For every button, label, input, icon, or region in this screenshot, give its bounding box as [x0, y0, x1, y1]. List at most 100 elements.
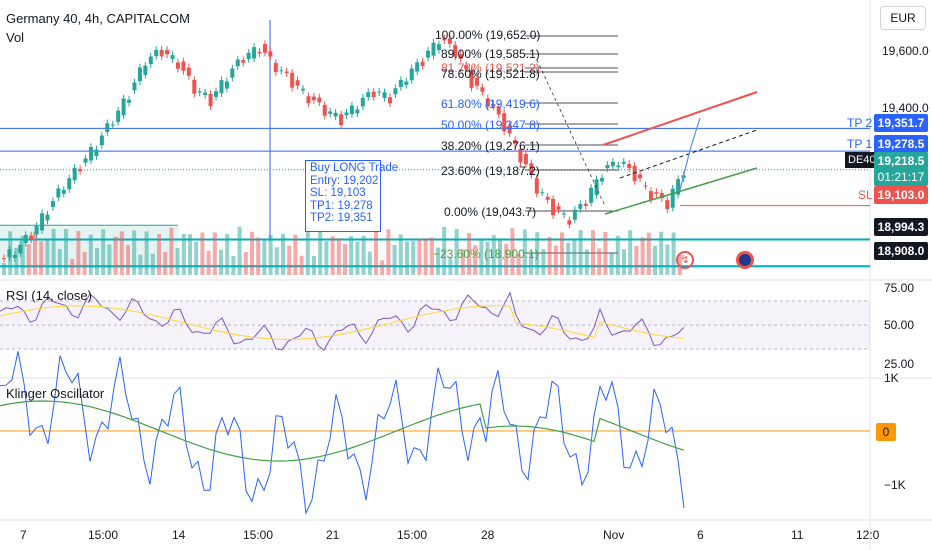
volume-bar	[485, 241, 490, 275]
candle-body	[23, 234, 28, 243]
rsi-title[interactable]: RSI (14, close)	[6, 288, 92, 303]
trade-note[interactable]: Buy LONG Trade Entry: 19,202 SL: 19,103 …	[305, 160, 399, 232]
klinger-tick-1k: 1K	[884, 371, 899, 385]
candle-body	[485, 98, 490, 107]
candle-body	[78, 168, 83, 172]
volume-bar	[349, 236, 354, 275]
volume-bar	[330, 236, 335, 275]
fib-label-0: 0.00% (19,043.7)	[444, 205, 537, 219]
fib-label-neg23: −23.60% (18,900.1)	[433, 247, 539, 261]
candle-body	[360, 97, 365, 107]
volume-bar	[429, 237, 434, 275]
economic-event-icon[interactable]	[736, 251, 754, 269]
volume-bar	[628, 230, 633, 275]
volume-bar	[2, 263, 6, 275]
candle-body	[665, 200, 670, 210]
candle-body	[442, 38, 447, 41]
candle-body	[7, 249, 12, 258]
volume-bar	[380, 260, 385, 275]
countdown-tag: 01:21:17	[874, 168, 928, 186]
volume-bar	[175, 248, 180, 275]
candle-body	[545, 196, 550, 200]
candle-body	[67, 178, 72, 190]
trade-note-line-1: Buy LONG Trade	[310, 162, 399, 174]
candle-body	[88, 147, 93, 161]
current-symbol-tag: DE40	[845, 152, 879, 168]
candle-body	[18, 244, 23, 254]
volume-bar	[119, 231, 124, 275]
volume-bar	[479, 238, 484, 275]
volume-bar	[392, 245, 397, 275]
time-tick-10: 11	[791, 528, 804, 542]
volume-bar	[299, 255, 304, 275]
candle-body	[420, 61, 425, 67]
candle-body	[34, 226, 39, 235]
volume-bar	[138, 254, 143, 275]
candle-body	[12, 255, 17, 258]
volume-bar	[374, 226, 378, 275]
candle-body	[235, 59, 240, 67]
volume-bar	[82, 251, 87, 275]
sl-label: SL	[858, 188, 873, 202]
candle-body	[415, 62, 420, 72]
volume-bar	[237, 226, 242, 275]
flash-icon[interactable]: ↯	[676, 251, 694, 269]
time-tick-11: 12:0	[856, 528, 880, 542]
volume-bar	[200, 232, 205, 275]
volume-bar	[671, 232, 676, 275]
volume-bar	[646, 232, 651, 275]
candle-body	[643, 185, 648, 187]
volume-bar	[219, 249, 223, 275]
candle-body	[322, 104, 327, 116]
candle-body	[491, 104, 496, 107]
candle-body	[181, 61, 186, 71]
candle-body	[328, 111, 333, 114]
volume-bar	[268, 235, 273, 275]
volume-bar	[467, 232, 471, 275]
candle-body	[654, 192, 659, 194]
rsi-line	[0, 291, 685, 351]
volume-bar	[45, 239, 50, 275]
candle-body	[648, 191, 653, 200]
volume-bar	[64, 229, 68, 275]
volume-bar	[442, 226, 447, 275]
symbol-title[interactable]: Germany 40, 4h, CAPITALCOM	[6, 11, 190, 26]
candle-body	[99, 135, 104, 146]
candle-body	[382, 92, 387, 98]
candle-body	[638, 174, 643, 179]
time-tick-8: Nov	[603, 528, 625, 542]
candle-body	[507, 125, 512, 134]
volume-bar	[212, 232, 217, 275]
volume-bar	[287, 245, 292, 275]
volume-bar	[51, 228, 56, 275]
volume-bar	[144, 231, 149, 275]
volume-bar	[250, 231, 254, 275]
volume-bar	[516, 253, 521, 275]
volume-bar	[454, 229, 459, 275]
candle-body	[377, 91, 382, 93]
volume-bar	[560, 232, 564, 275]
candle-body	[578, 204, 583, 209]
klinger-title[interactable]: Klinger Oscillator	[6, 386, 105, 401]
candle-body	[513, 140, 518, 144]
volume-bar	[405, 241, 409, 275]
volume-bar	[101, 229, 106, 275]
resistance-trendline	[602, 91, 758, 146]
candle-body	[464, 65, 469, 69]
current-price-tag: 19,218.5	[874, 152, 928, 170]
time-tick-4: 15:00	[243, 528, 274, 542]
candle-body	[474, 77, 479, 86]
candle-body	[670, 188, 675, 208]
volume-title[interactable]: Vol	[6, 30, 25, 45]
candle-body	[333, 112, 338, 117]
volume-bar	[132, 230, 137, 275]
volume-bar	[126, 245, 130, 275]
currency-button[interactable]: EUR	[880, 6, 926, 30]
candle-body	[447, 38, 452, 44]
candle-body	[268, 51, 273, 57]
volume-bar	[312, 256, 316, 275]
volume-bar	[448, 257, 453, 275]
candle-body	[387, 97, 392, 104]
